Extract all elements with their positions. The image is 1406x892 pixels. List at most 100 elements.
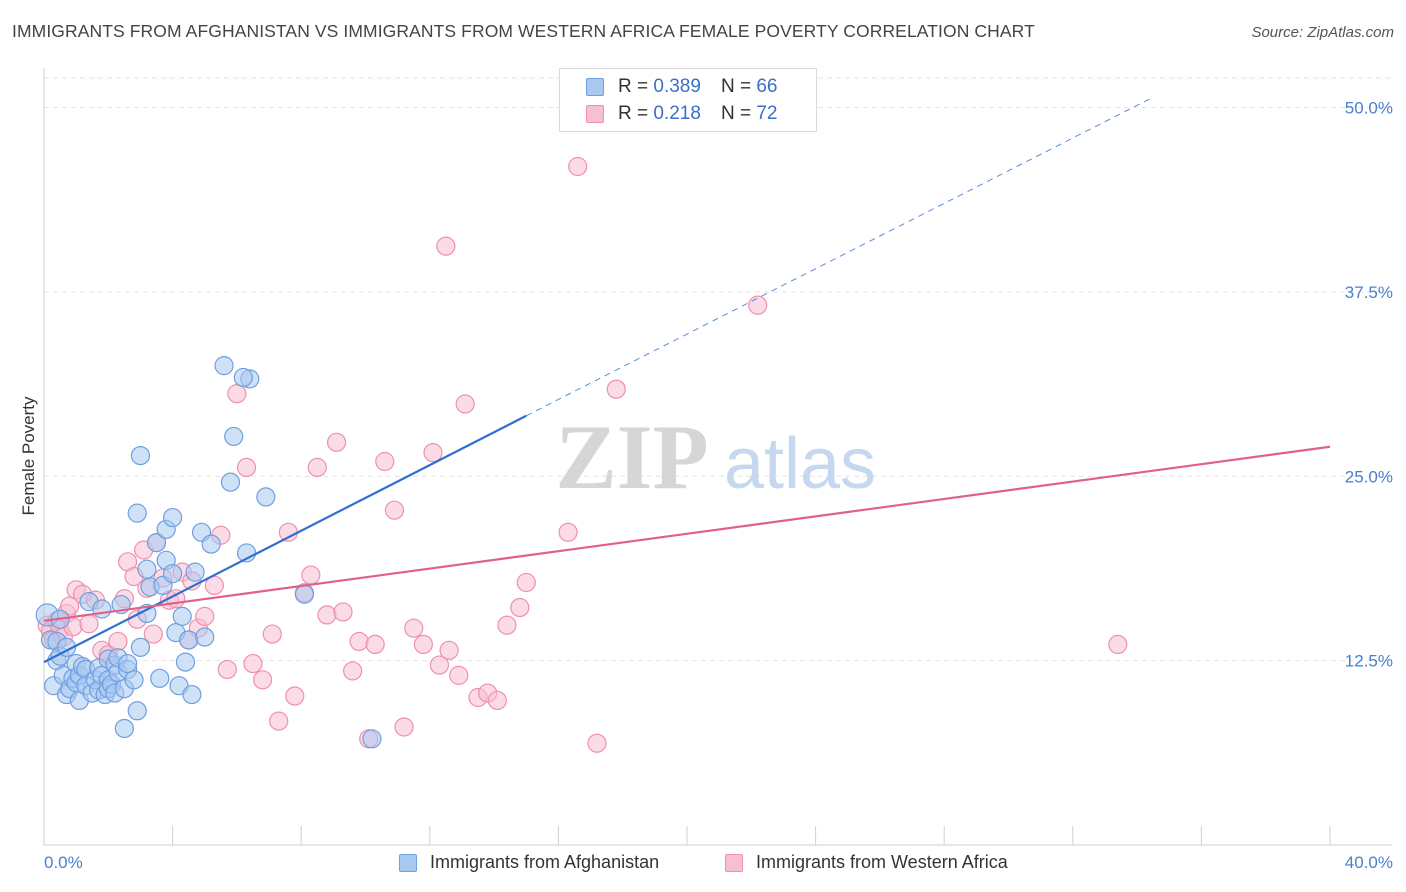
point-western-africa-36 <box>236 457 257 477</box>
trend-lines <box>43 96 1331 664</box>
point-afghanistan-57 <box>182 684 202 705</box>
point-western-africa-71 <box>606 379 626 399</box>
point-western-africa-34 <box>217 659 237 680</box>
point-western-africa-66 <box>497 615 517 635</box>
point-western-africa-46 <box>317 605 337 625</box>
point-western-africa-22 <box>143 624 163 644</box>
point-afghanistan-54 <box>172 606 192 626</box>
legend-item-western-africa[interactable]: Immigrants from Western Africa <box>725 852 1008 873</box>
point-afghanistan-55 <box>175 652 196 672</box>
point-western-africa-57 <box>413 634 433 655</box>
series-afghanistan <box>35 356 382 749</box>
point-western-africa-15 <box>108 631 128 652</box>
point-afghanistan-42 <box>130 446 151 466</box>
point-western-africa-11 <box>79 614 99 634</box>
watermark-atlas: atlas <box>724 424 876 504</box>
point-western-africa-32 <box>204 575 224 596</box>
legend-n-label: N = <box>720 103 752 124</box>
point-western-africa-65 <box>487 690 507 711</box>
axes <box>43 68 1392 846</box>
point-afghanistan-61 <box>185 562 205 582</box>
y-tick-label-3: 50.0% <box>1345 99 1393 118</box>
point-western-africa-58 <box>423 443 443 463</box>
point-afghanistan-39 <box>127 701 147 721</box>
point-western-africa-44 <box>301 565 321 585</box>
point-afghanistan-56 <box>179 630 199 650</box>
point-afghanistan-60 <box>201 534 221 554</box>
trend-line-afghanistan-extension <box>526 96 1154 417</box>
point-afghanistan-65 <box>362 729 382 749</box>
point-western-africa-62 <box>455 394 475 414</box>
legend-row-afghanistan: R = 0.389 N = 66 <box>586 75 777 99</box>
legend-label-western-africa: Immigrants from Western Africa <box>756 852 1008 872</box>
point-western-africa-35 <box>227 384 247 404</box>
legend-item-afghanistan[interactable]: Immigrants from Afghanistan <box>399 852 659 873</box>
point-afghanistan-47 <box>150 668 170 688</box>
point-western-africa-56 <box>404 618 424 638</box>
point-afghanistan-68 <box>233 367 253 388</box>
point-afghanistan-66 <box>163 563 183 584</box>
watermark-zip: ZIP <box>555 406 708 508</box>
legend-r-value-western-africa: 0.218 <box>653 103 701 124</box>
point-afghanistan-72 <box>92 599 112 619</box>
point-western-africa-47 <box>326 432 347 452</box>
legend-row-western-africa: R = 0.218 N = 72 <box>586 102 777 126</box>
point-western-africa-54 <box>384 500 405 520</box>
watermark: ZIP atlas <box>555 406 876 508</box>
point-western-africa-72 <box>587 733 607 753</box>
point-western-africa-31 <box>195 606 215 626</box>
legend-n-value-western-africa: 72 <box>756 103 778 124</box>
point-western-africa-70 <box>558 522 578 542</box>
x-tick-label-0: 0.0% <box>44 853 83 872</box>
point-afghanistan-59 <box>195 627 215 647</box>
legend-r-label: R = <box>618 76 649 97</box>
point-western-africa-68 <box>516 572 536 593</box>
point-western-africa-55 <box>394 717 414 737</box>
x-tick-label-1: 40.0% <box>1345 853 1393 872</box>
legend-label-afghanistan: Immigrants from Afghanistan <box>430 852 660 872</box>
point-afghanistan-73 <box>294 584 315 604</box>
point-afghanistan-63 <box>220 472 241 492</box>
point-western-africa-69 <box>568 156 588 177</box>
point-western-africa-59 <box>429 655 450 675</box>
legend-n-label: N = <box>720 76 752 97</box>
point-afghanistan-64 <box>224 426 244 447</box>
point-afghanistan-70 <box>256 487 276 507</box>
point-afghanistan-43 <box>137 559 157 579</box>
point-afghanistan-62 <box>214 356 234 376</box>
legend-swatch-western-africa <box>586 105 604 123</box>
series-legend: Immigrants from Afghanistan Immigrants f… <box>0 852 1406 876</box>
stats-legend: R = 0.389 N = 66 R = 0.218 N = 72 <box>559 68 817 132</box>
point-afghanistan-46 <box>146 533 167 553</box>
legend-swatch-western-africa <box>725 853 743 872</box>
point-afghanistan-71 <box>114 718 134 739</box>
point-western-africa-74 <box>1108 634 1128 655</box>
tick-labels: 12.5% 25.0% 37.5% 50.0% 0.0% 40.0% <box>44 99 1393 873</box>
point-western-africa-49 <box>343 661 363 681</box>
point-afghanistan-37 <box>117 653 138 674</box>
legend-swatch-afghanistan <box>586 78 604 96</box>
point-western-africa-73 <box>748 295 768 315</box>
point-western-africa-75 <box>436 236 456 256</box>
point-western-africa-50 <box>349 631 369 652</box>
point-western-africa-7 <box>60 596 80 616</box>
point-western-africa-42 <box>285 686 305 706</box>
point-western-africa-45 <box>307 457 327 477</box>
y-tick-label-2: 37.5% <box>1345 283 1393 302</box>
point-western-africa-61 <box>449 665 469 685</box>
y-tick-label-1: 25.0% <box>1345 467 1393 486</box>
point-western-africa-48 <box>333 602 353 622</box>
chart-title: IMMIGRANTS FROM AFGHANISTAN VS IMMIGRANT… <box>12 21 1035 41</box>
legend-swatch-afghanistan <box>399 853 417 872</box>
point-afghanistan-51 <box>163 507 183 528</box>
point-western-africa-67 <box>510 597 530 618</box>
point-afghanistan-41 <box>130 637 151 657</box>
point-western-africa-52 <box>365 634 385 655</box>
trend-line-afghanistan <box>43 414 527 664</box>
point-western-africa-41 <box>278 522 298 542</box>
point-afghanistan-40 <box>127 503 147 523</box>
y-axis-label: Female Poverty <box>19 396 38 516</box>
legend-r-value-afghanistan: 0.389 <box>653 76 701 97</box>
point-afghanistan-38 <box>124 670 144 690</box>
